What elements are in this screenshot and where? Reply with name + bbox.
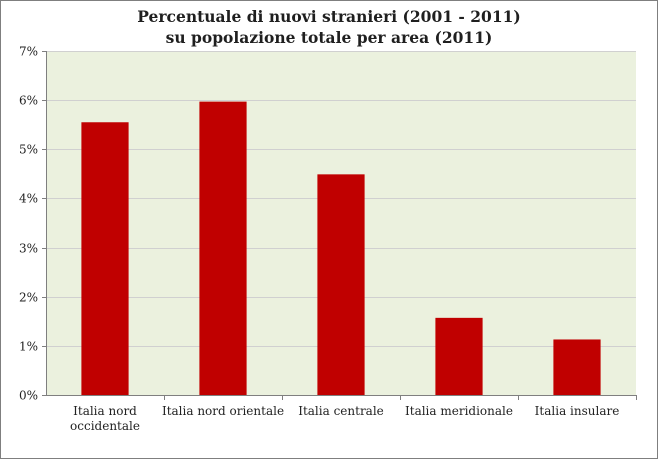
bar <box>199 101 247 396</box>
y-tick-label: 0% <box>19 389 38 403</box>
chart-title: Percentuale di nuovi stranieri (2001 - 2… <box>137 7 521 26</box>
x-tick-label: Italia nord occidentale <box>70 404 140 433</box>
bar <box>435 317 483 395</box>
y-axis-ticks: 0% 1% 2% 3% 4% 5% 6% 7% <box>19 45 46 403</box>
y-tick-label: 2% <box>19 291 38 305</box>
y-tick-label: 4% <box>19 192 38 206</box>
y-tick-label: 5% <box>19 143 38 157</box>
y-tick-label: 6% <box>19 94 38 108</box>
x-tick-label: Italia insulare <box>535 404 620 418</box>
y-tick-label: 7% <box>19 45 38 59</box>
x-tick-label: Italia nord orientale <box>162 404 284 418</box>
chart-title-block: Percentuale di nuovi stranieri (2001 - 2… <box>0 6 658 48</box>
x-tick-label: Italia meridionale <box>405 404 513 418</box>
chart-subtitle: su popolazione totale per area (2011) <box>165 28 493 47</box>
bars <box>81 101 601 396</box>
bar <box>317 174 365 395</box>
bar <box>81 122 129 395</box>
bar <box>553 339 601 395</box>
y-tick-label: 1% <box>19 340 38 354</box>
x-tick-label: Italia centrale <box>298 404 384 418</box>
y-tick-label: 3% <box>19 242 38 256</box>
axes <box>46 51 636 396</box>
x-axis-labels: Italia nord occidentale Italia nord orient… <box>70 395 637 433</box>
